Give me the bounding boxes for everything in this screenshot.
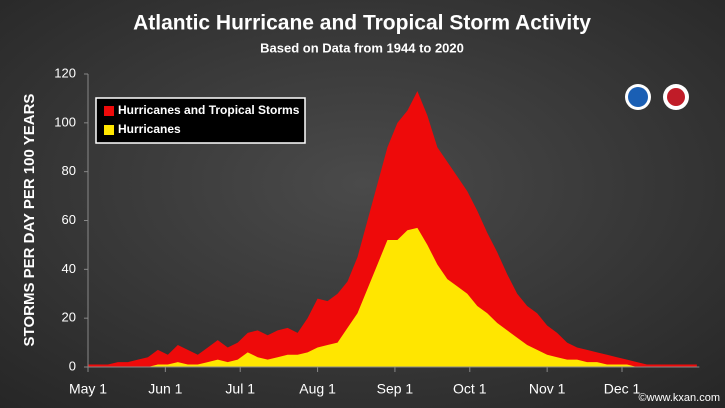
area [88,227,697,367]
x-tick-label: Sep 1 [377,381,414,397]
y-tick-label: 20 [62,310,76,325]
y-tick-label: 120 [54,65,76,80]
legend-label: Hurricanes [118,122,181,136]
x-tick-label: Jun 1 [148,381,182,397]
legend-label: Hurricanes and Tropical Storms [118,103,300,117]
y-tick-label: 40 [62,261,76,276]
chart-title: Atlantic Hurricane and Tropical Storm Ac… [133,12,591,35]
legend-swatch [104,125,114,135]
y-tick-label: 80 [62,163,76,178]
y-tick-label: 100 [54,114,76,129]
legend-swatch [104,106,114,116]
y-tick-label: 60 [62,212,76,227]
logos [625,84,689,110]
watermark: ©www.kxan.com [639,392,720,404]
legend-box [95,97,306,144]
x-tick-label: Aug 1 [299,381,336,397]
x-tick-label: May 1 [69,381,107,397]
y-tick-label: 0 [69,358,76,373]
chart-subtitle: Based on Data from 1944 to 2020 [260,40,464,55]
x-tick-label: Oct 1 [453,381,487,397]
x-tick-label: Dec 1 [604,381,641,397]
area [88,91,697,367]
x-tick-label: Nov 1 [529,381,566,397]
y-axis-label: STORMS PER DAY PER 100 YEARS [21,94,38,347]
x-tick-label: Jul 1 [225,381,255,397]
